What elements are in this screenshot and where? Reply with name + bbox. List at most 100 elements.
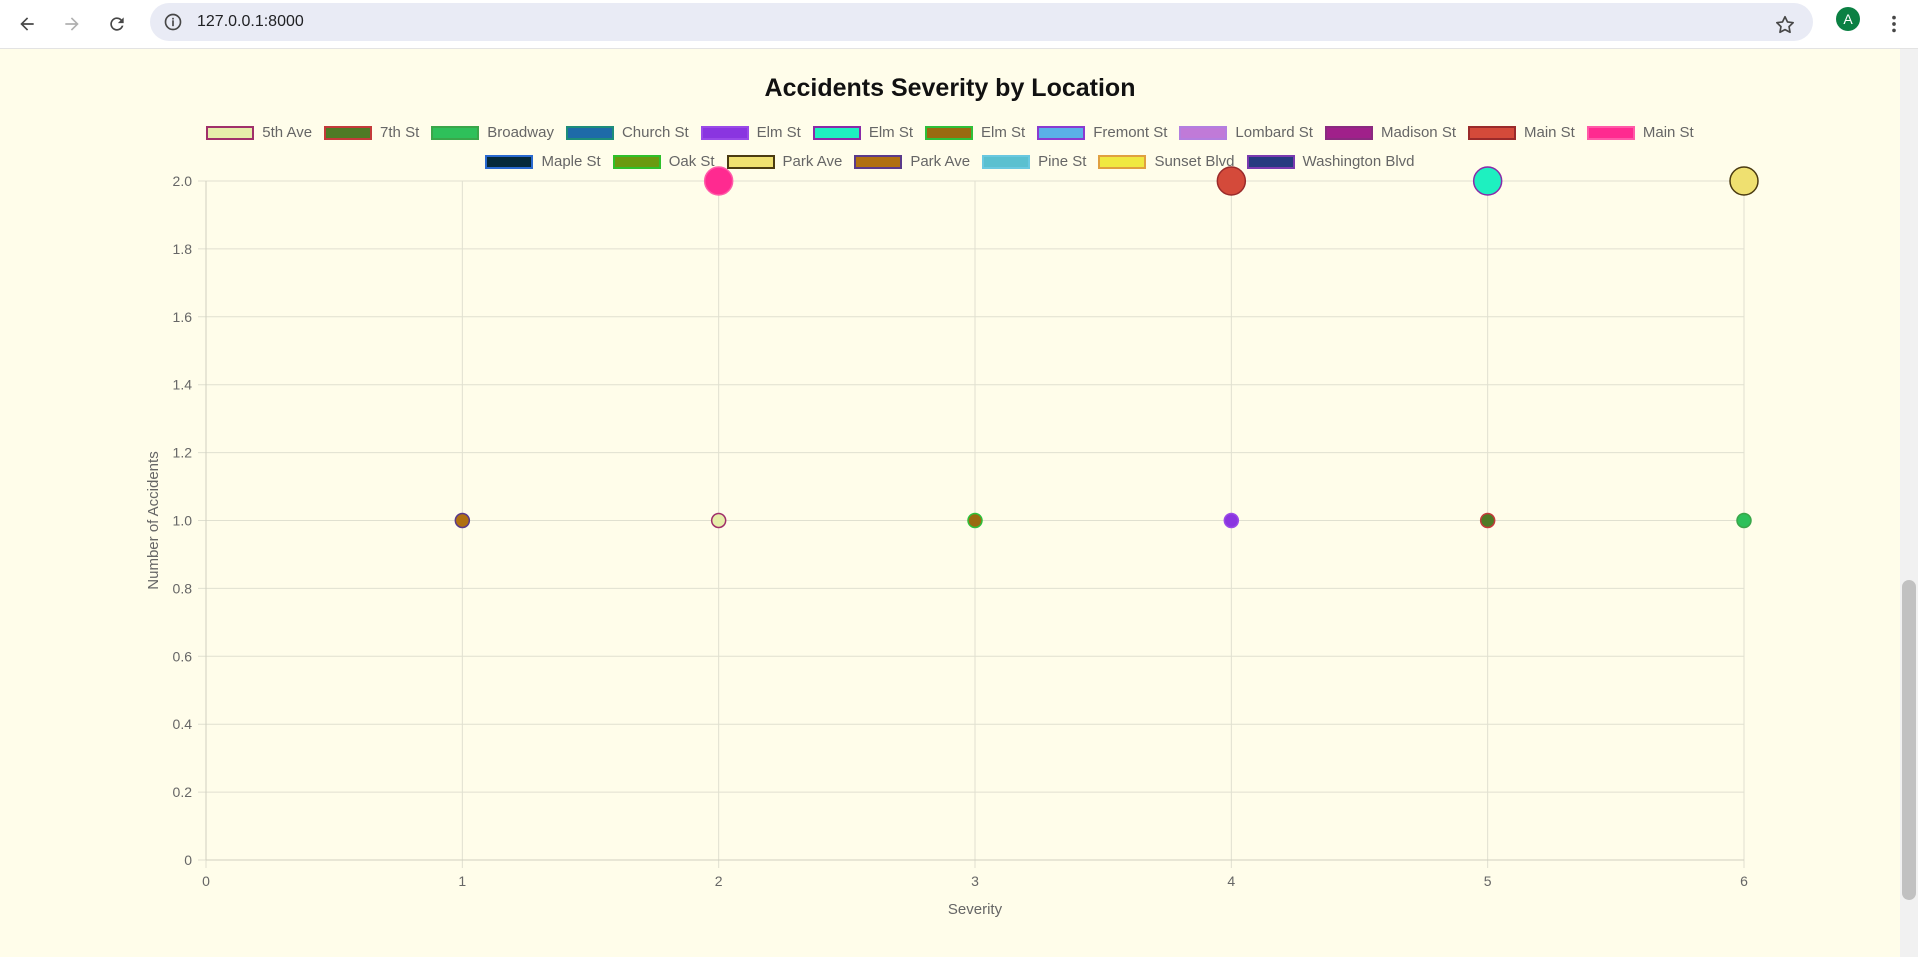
data-point <box>1223 512 1240 529</box>
legend-item[interactable]: Pine St <box>982 153 1086 170</box>
x-tick-label: 3 <box>971 873 979 889</box>
legend-swatch <box>1586 125 1635 140</box>
legend-item[interactable]: Maple St <box>485 153 601 170</box>
legend-label: Washington Blvd <box>1302 153 1415 170</box>
legend-item[interactable]: Elm St <box>812 124 914 141</box>
scrollbar-thumb[interactable] <box>1902 580 1916 900</box>
browser-menu-button[interactable] <box>1880 7 1908 41</box>
address-bar[interactable]: 127.0.0.1:8000 <box>150 3 1813 41</box>
x-tick-label: 6 <box>1740 873 1748 889</box>
y-tick-label: 0.4 <box>173 716 193 732</box>
legend-label: Main St <box>1642 124 1694 141</box>
legend-label: Lombard St <box>1235 124 1313 141</box>
data-point <box>710 512 727 529</box>
legend-label: Park Ave <box>782 153 843 170</box>
arrow-left-icon <box>20 17 34 31</box>
x-axis-label: Severity <box>948 901 1003 918</box>
legend-item[interactable]: Broadway <box>431 124 554 141</box>
legend-swatch <box>431 125 480 140</box>
y-tick-label: 0 <box>184 852 192 868</box>
chart-legend-row-2: Maple St Oak St Park Ave Park Ave Pine St Sun… <box>0 153 1900 170</box>
legend-label: Elm St <box>868 124 914 141</box>
browser-toolbar: 127.0.0.1:8000 A <box>0 0 1918 49</box>
legend-item[interactable]: Elm St <box>700 124 801 141</box>
legend-label: Church St <box>621 124 689 141</box>
y-tick-label: 0.8 <box>173 580 193 596</box>
x-tick-label: 0 <box>202 873 210 889</box>
legend-swatch <box>324 125 373 140</box>
legend-label: Fremont St <box>1093 124 1168 141</box>
data-point <box>703 166 734 196</box>
legend-swatch <box>1468 125 1516 140</box>
legend-item[interactable]: Main St <box>1586 124 1694 141</box>
legend-swatch <box>700 125 749 140</box>
legend-item[interactable]: Park Ave <box>854 153 970 170</box>
kebab-menu-icon <box>1892 15 1896 33</box>
legend-swatch <box>982 154 1031 169</box>
url-text: 127.0.0.1:8000 <box>197 13 304 30</box>
legend-label: Main St <box>1524 124 1575 141</box>
legend-label: Maple St <box>541 153 601 170</box>
x-tick-label: 2 <box>715 873 723 889</box>
legend-item[interactable]: Fremont St <box>1037 124 1167 141</box>
data-point <box>1729 166 1759 196</box>
legend-label: Oak St <box>668 153 715 170</box>
info-icon[interactable] <box>163 12 183 32</box>
legend-item[interactable]: Lombard St <box>1179 124 1313 141</box>
y-tick-label: 0.6 <box>173 648 193 664</box>
data-point <box>1736 512 1752 529</box>
legend-item[interactable]: Madison St <box>1324 124 1456 141</box>
chart-legend-row-1: 5th Ave 7th St Broadway Church St Elm St Elm … <box>0 124 1900 141</box>
y-tick-label: 1.4 <box>173 377 193 393</box>
data-point <box>1479 512 1496 529</box>
bookmark-button[interactable] <box>1767 7 1803 43</box>
y-axis-label: Number of Accidents <box>145 451 162 589</box>
legend-swatch <box>1324 125 1373 140</box>
legend-swatch <box>565 125 614 140</box>
x-tick-label: 4 <box>1227 873 1235 889</box>
y-tick-label: 1.8 <box>173 241 193 257</box>
legend-swatch <box>726 154 775 169</box>
star-icon <box>1776 15 1794 34</box>
legend-label: Madison St <box>1380 124 1456 141</box>
arrow-right-icon <box>65 17 79 31</box>
legend-item[interactable]: Oak St <box>612 153 715 170</box>
legend-swatch <box>1098 154 1147 169</box>
data-point <box>454 512 471 529</box>
legend-item[interactable]: Main St <box>1468 124 1575 141</box>
y-tick-label: 1.0 <box>173 513 193 529</box>
legend-item[interactable]: Elm St <box>925 124 1025 141</box>
chart-title: Accidents Severity by Location <box>764 74 1136 102</box>
forward-button[interactable] <box>54 6 90 42</box>
y-tick-label: 0.2 <box>173 784 193 800</box>
back-button[interactable] <box>9 6 45 42</box>
legend-label: Broadway <box>487 124 554 141</box>
legend-label: Elm St <box>756 124 801 141</box>
legend-item[interactable]: Sunset Blvd <box>1098 153 1235 170</box>
legend-swatch <box>854 154 903 169</box>
legend-item[interactable]: 7th St <box>324 124 419 141</box>
x-tick-label: 1 <box>458 873 466 889</box>
legend-label: Pine St <box>1038 153 1087 170</box>
legend-swatch <box>485 154 534 169</box>
legend-item[interactable]: 5th Ave <box>206 124 312 141</box>
legend-item[interactable]: Church St <box>565 124 689 141</box>
legend-swatch <box>1246 154 1295 169</box>
legend-item[interactable]: Park Ave <box>726 153 843 170</box>
legend-label: Sunset Blvd <box>1154 153 1235 170</box>
profile-avatar[interactable]: A <box>1836 7 1860 31</box>
data-point <box>967 512 983 529</box>
legend-swatch <box>1037 125 1086 140</box>
x-tick-label: 5 <box>1484 873 1492 889</box>
legend-label: Park Ave <box>910 153 971 170</box>
legend-item[interactable]: Washington Blvd <box>1246 153 1415 170</box>
y-tick-label: 2.0 <box>173 173 193 189</box>
legend-label: 5th Ave <box>262 124 313 141</box>
data-point <box>1472 166 1503 196</box>
legend-label: 7th St <box>380 124 420 141</box>
data-point <box>1216 166 1247 196</box>
legend-swatch <box>206 125 255 140</box>
y-tick-label: 1.2 <box>173 445 193 461</box>
legend-swatch <box>812 125 861 140</box>
